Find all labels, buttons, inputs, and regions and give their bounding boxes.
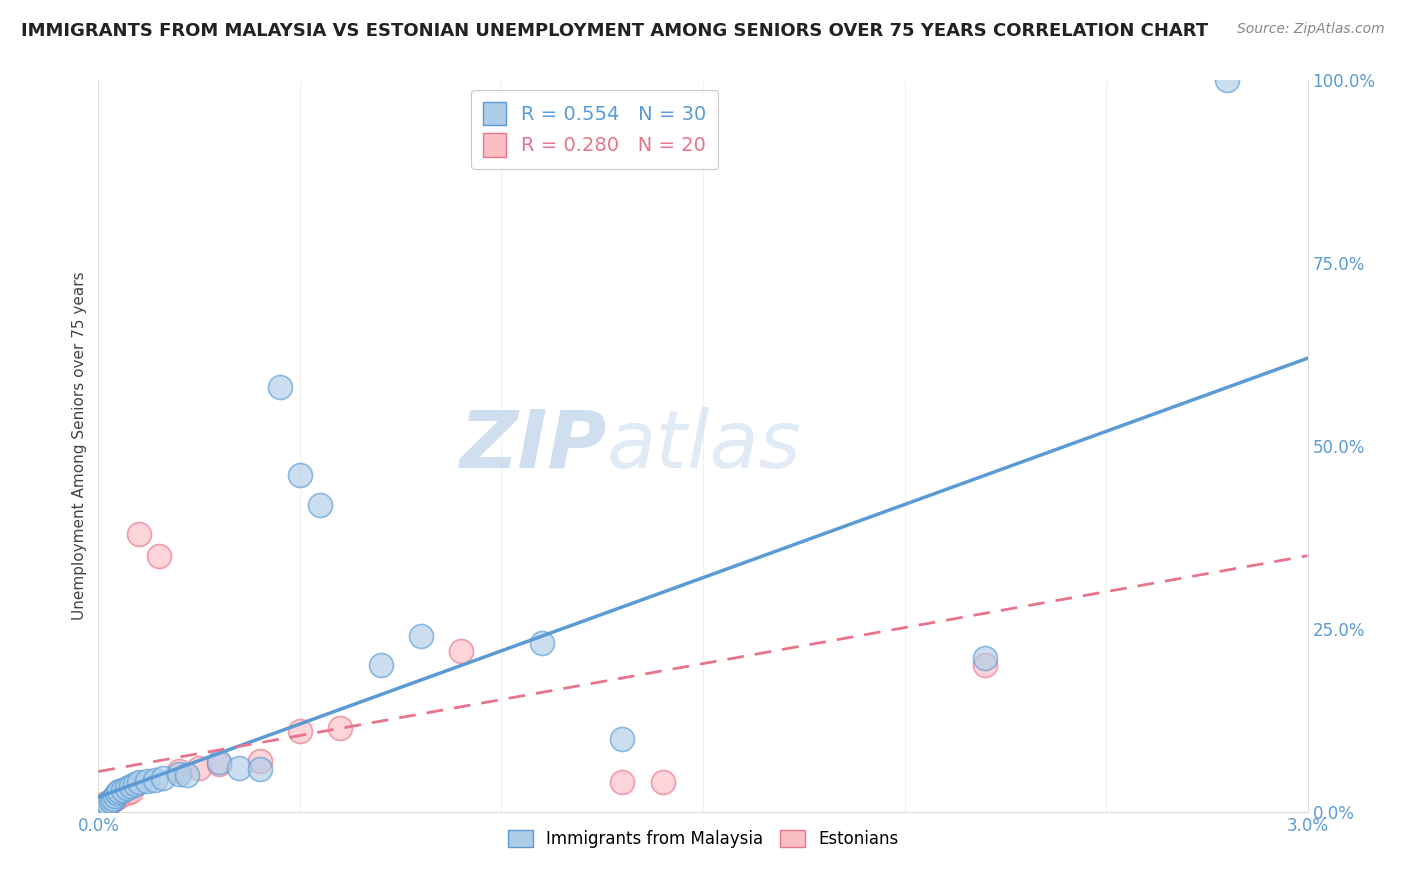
Text: ZIP: ZIP [458, 407, 606, 485]
Point [120, 779, 142, 793]
Point [101, 791, 124, 805]
Point [128, 775, 150, 789]
Point [530, 636, 553, 650]
Point [974, 658, 997, 673]
Point [228, 761, 250, 775]
Point [309, 498, 332, 512]
Point [176, 768, 198, 782]
Point [152, 771, 174, 785]
Point [148, 549, 170, 563]
Point [288, 724, 311, 739]
Point [974, 651, 997, 665]
Point [97, 796, 120, 810]
Point [612, 775, 634, 789]
Point [115, 781, 138, 796]
Point [188, 761, 211, 775]
Point [329, 721, 352, 735]
Point [107, 784, 129, 798]
Point [115, 787, 138, 801]
Point [409, 629, 432, 643]
Point [128, 526, 150, 541]
Point [167, 766, 190, 780]
Point [208, 757, 231, 772]
Text: Source: ZipAtlas.com: Source: ZipAtlas.com [1237, 22, 1385, 37]
Legend: Immigrants from Malaysia, Estonians: Immigrants from Malaysia, Estonians [501, 823, 905, 855]
Point [107, 789, 129, 803]
Point [370, 658, 392, 673]
Point [93, 801, 115, 815]
Point [612, 731, 634, 746]
Point [288, 468, 311, 483]
Point [124, 777, 146, 791]
Text: IMMIGRANTS FROM MALAYSIA VS ESTONIAN UNEMPLOYMENT AMONG SENIORS OVER 75 YEARS CO: IMMIGRANTS FROM MALAYSIA VS ESTONIAN UNE… [21, 22, 1208, 40]
Y-axis label: Unemployment Among Seniors over 75 years: Unemployment Among Seniors over 75 years [72, 272, 87, 620]
Point [450, 644, 472, 658]
Point [135, 774, 157, 789]
Point [103, 791, 125, 805]
Point [167, 764, 190, 779]
Point [96, 796, 118, 810]
Point [249, 754, 271, 768]
Point [249, 762, 271, 776]
Point [103, 789, 125, 803]
Point [105, 787, 128, 801]
Point [651, 775, 673, 789]
Point [208, 755, 231, 769]
Point [91, 801, 114, 815]
Point [1216, 73, 1239, 87]
Point [269, 380, 291, 394]
Point [96, 798, 118, 813]
Point [100, 794, 122, 808]
Text: atlas: atlas [606, 407, 801, 485]
Point [111, 782, 134, 797]
Point [120, 784, 142, 798]
Point [100, 794, 122, 808]
Point [143, 772, 166, 787]
Point [93, 798, 115, 813]
